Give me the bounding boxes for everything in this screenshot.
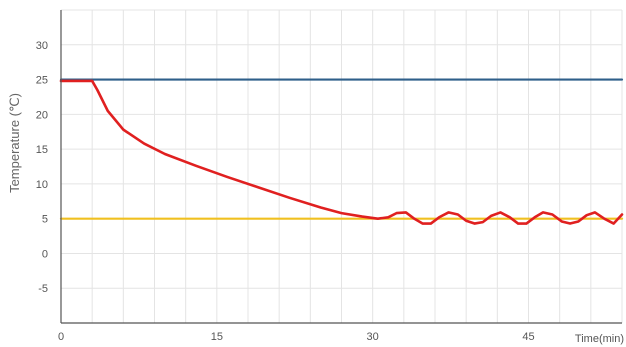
x-axis-label: Time(min)	[575, 333, 624, 345]
y-tick-label: 15	[36, 144, 48, 156]
x-tick-label: 0	[58, 331, 64, 343]
y-tick-label: 25	[36, 75, 48, 87]
chart-grid	[61, 9, 623, 323]
y-tick-label: 30	[36, 40, 48, 52]
y-tick-label: 20	[36, 109, 48, 121]
y-axis-label: Temperature (℃)	[7, 93, 22, 193]
series-line-2	[59, 79, 624, 225]
x-tick-label: 45	[522, 331, 534, 343]
y-tick-label: 10	[36, 179, 48, 191]
x-tick-label: 15	[211, 331, 223, 343]
y-tick-label: 5	[42, 214, 48, 226]
chart-series	[59, 78, 624, 225]
x-tick-label: 30	[367, 331, 379, 343]
x-tick-labels: 0 15 30 45	[58, 331, 535, 343]
chart-axes	[60, 10, 622, 324]
y-tick-label: 0	[42, 248, 48, 260]
y-tick-labels: 30 25 20 15 10 5 0 -5	[36, 40, 48, 295]
y-tick-label: -5	[38, 283, 48, 295]
